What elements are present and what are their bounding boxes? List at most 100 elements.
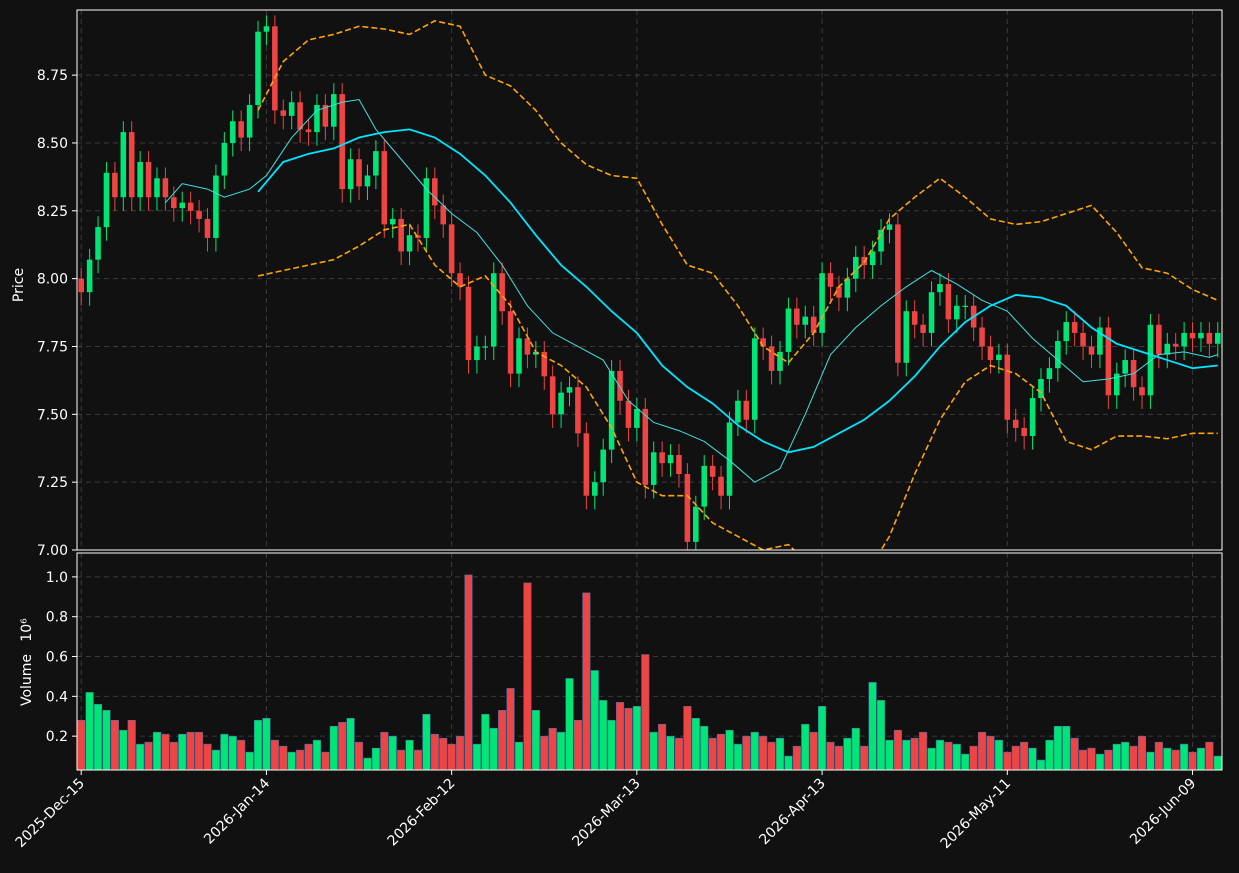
volume-bar xyxy=(279,745,288,770)
volume-bar xyxy=(582,592,591,770)
volume-bar xyxy=(868,682,877,770)
volume-bar xyxy=(986,735,995,770)
volume-bar xyxy=(1104,749,1113,770)
candle-body xyxy=(187,202,194,211)
candle-body xyxy=(760,338,766,347)
volume-bar xyxy=(413,749,423,770)
candle-body xyxy=(852,256,859,279)
candle-body xyxy=(162,178,169,198)
volume-bar xyxy=(565,678,574,770)
candle-body xyxy=(272,26,278,111)
candle-body xyxy=(297,102,303,130)
candle-body xyxy=(128,132,135,198)
candle-body xyxy=(381,151,388,225)
candle-body xyxy=(507,311,514,374)
candle-body xyxy=(288,102,295,116)
y-tick-label: 7.25 xyxy=(37,475,68,491)
candle-body xyxy=(1063,322,1070,342)
candle-body xyxy=(347,159,354,190)
candle-body xyxy=(600,449,606,483)
candle-body xyxy=(1029,398,1036,437)
volume-bar xyxy=(1020,741,1029,770)
candle-body xyxy=(886,224,893,230)
volume-bar xyxy=(1121,741,1130,770)
candle-body xyxy=(86,259,93,293)
volume-bar xyxy=(321,751,330,770)
candle-body xyxy=(684,474,691,542)
candle-body xyxy=(1215,332,1221,344)
volume-bar xyxy=(363,757,372,770)
volume-bar xyxy=(615,702,625,770)
y-tick-label: 8.00 xyxy=(37,272,68,288)
candle-body xyxy=(95,227,101,260)
volume-bar xyxy=(1095,753,1104,770)
candle-body xyxy=(1147,324,1154,396)
candle-body xyxy=(1139,387,1145,396)
volume-bar xyxy=(346,717,355,770)
candle-body xyxy=(474,346,480,361)
candle-body xyxy=(608,370,615,450)
volume-bar xyxy=(944,741,953,770)
volume-scale-label: 10⁶ xyxy=(19,618,35,642)
volume-bar xyxy=(304,743,313,770)
candle-body xyxy=(777,351,783,371)
volume-bar xyxy=(599,700,608,770)
candle-body xyxy=(911,311,918,325)
volume-bar xyxy=(1129,745,1138,770)
candle-body xyxy=(238,121,244,138)
volume-bar xyxy=(961,753,970,770)
candle-body xyxy=(331,94,337,127)
volume-bar xyxy=(540,735,549,770)
volume-bar xyxy=(161,733,170,770)
volume-bar xyxy=(1011,745,1020,770)
candle-body xyxy=(533,351,539,355)
volume-bar xyxy=(792,745,801,770)
volume-bar xyxy=(801,723,810,770)
volume-y-tick-label: 0.2 xyxy=(46,729,68,745)
volume-bar xyxy=(927,747,936,770)
volume-bar xyxy=(1163,747,1172,770)
candle-body xyxy=(490,273,497,347)
y-tick-label: 8.50 xyxy=(37,136,68,152)
candle-body xyxy=(575,387,581,434)
volume-bar xyxy=(329,725,338,770)
volume-bar xyxy=(851,727,860,770)
candle-body xyxy=(1038,379,1044,399)
candle-body xyxy=(103,172,110,228)
volume-bar xyxy=(910,737,919,770)
volume-bar xyxy=(430,733,439,770)
volume-bar xyxy=(119,729,128,770)
candle-body xyxy=(541,351,548,377)
volume-bar xyxy=(380,731,389,770)
candle-body xyxy=(743,400,750,420)
volume-bar xyxy=(102,710,111,770)
candle-body xyxy=(1206,332,1213,344)
candle-body xyxy=(457,273,463,287)
candle-body xyxy=(356,159,362,187)
volume-bar xyxy=(1196,747,1205,770)
candle-body xyxy=(78,278,84,293)
volume-bar xyxy=(826,741,835,770)
y-tick-label: 8.25 xyxy=(37,204,68,220)
volume-bar xyxy=(1045,739,1054,770)
volume-bar xyxy=(767,741,776,770)
volume-bar xyxy=(464,574,473,770)
candle-body xyxy=(878,229,884,252)
volume-bar xyxy=(481,714,490,770)
candle-body xyxy=(676,455,682,475)
volume-bar xyxy=(144,741,153,770)
candle-body xyxy=(836,286,842,298)
candle-body xyxy=(1156,324,1162,355)
candle-body xyxy=(979,327,985,347)
candle-body xyxy=(1164,343,1171,355)
candle-body xyxy=(516,338,522,374)
volume-y-tick-label: 0.8 xyxy=(46,610,68,626)
volume-bar xyxy=(422,714,431,770)
volume-bar xyxy=(725,729,734,770)
volume-bar xyxy=(860,745,869,770)
candle-body xyxy=(423,178,430,238)
volume-bar xyxy=(1053,725,1062,770)
candle-body xyxy=(802,316,809,325)
